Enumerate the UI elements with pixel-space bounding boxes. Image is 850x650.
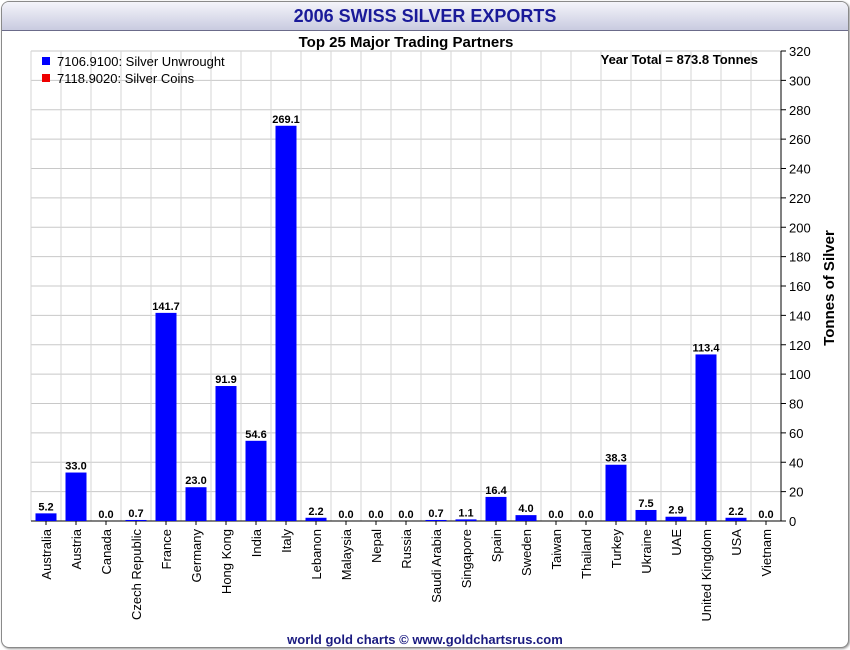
x-tick-label: Lebanon [309, 529, 324, 580]
x-tick-label: Saudi Arabia [429, 528, 444, 602]
bar-sweden [515, 515, 537, 521]
chart-title: 2006 SWISS SILVER EXPORTS [293, 6, 557, 26]
x-tick-label: Canada [99, 528, 114, 574]
year-total-label: Year Total = 873.8 Tonnes [601, 52, 758, 67]
y-tick-label: 300 [789, 73, 811, 88]
bar-data-label: 38.3 [605, 453, 626, 465]
x-tick-label: UAE [669, 529, 684, 556]
y-tick-label: 240 [789, 162, 811, 177]
legend-entry: 7118.9020: Silver Coins [57, 71, 195, 86]
y-tick-label: 280 [789, 103, 811, 118]
bar-spain [485, 496, 507, 521]
bar-data-label: 0.7 [428, 508, 443, 520]
bar-data-label: 269.1 [272, 114, 300, 126]
bar-uae [665, 516, 687, 521]
x-tick-label: Spain [489, 529, 504, 562]
x-tick-label: USA [729, 529, 744, 556]
bar-singapore [455, 519, 477, 521]
x-tick-label: India [249, 528, 264, 557]
y-tick-label: 200 [789, 220, 811, 235]
bar-germany [185, 487, 207, 521]
bar-data-label: 141.7 [152, 301, 180, 313]
bar-austria [65, 472, 87, 521]
bar-italy [275, 125, 297, 522]
bar-usa [725, 517, 747, 521]
y-tick-label: 260 [789, 132, 811, 147]
y-tick-label: 100 [789, 367, 811, 382]
bar-data-label: 113.4 [693, 342, 721, 354]
legend-swatch [42, 57, 50, 65]
chart-svg: Top 25 Major Trading Partners 0 20 40 60 80 10… [30, 34, 838, 622]
bar-data-label: 33.0 [65, 461, 86, 473]
bar-data-label: 0.0 [398, 509, 413, 521]
y-tick-label: 60 [789, 426, 803, 441]
y-tick-label: 40 [789, 455, 803, 470]
y-axis-title: Tonnes of Silver [821, 230, 838, 346]
title-bar: 2006 SWISS SILVER EXPORTS [2, 2, 848, 31]
legend-entry: 7106.9100: Silver Unwrought [57, 54, 225, 69]
y-tick-label: 160 [789, 279, 811, 294]
y-tick-label: 0 [789, 514, 796, 529]
x-tick-label: Australia [39, 528, 54, 579]
y-tick-label: 320 [789, 44, 811, 59]
y-tick-label: 80 [789, 397, 803, 412]
bar-data-label: 0.0 [368, 509, 383, 521]
bar-france [155, 312, 177, 521]
x-tick-label: Ukraine [639, 529, 654, 574]
y-tick-label: 120 [789, 338, 811, 353]
x-tick-label: Singapore [459, 529, 474, 588]
bar-data-label: 2.2 [308, 506, 323, 518]
x-tick-label: Thailand [579, 529, 594, 579]
bar-data-label: 5.2 [38, 501, 53, 513]
bar-data-label: 1.1 [458, 507, 473, 519]
bar-data-label: 7.5 [638, 498, 653, 510]
bar-data-label: 0.0 [338, 509, 353, 521]
bar-lebanon [305, 517, 327, 521]
bar-data-label: 0.0 [98, 509, 113, 521]
x-tick-label: Malaysia [339, 528, 354, 580]
bar-data-label: 54.6 [245, 429, 266, 441]
bar-data-label: 16.4 [485, 485, 507, 497]
bar-data-label: 2.9 [668, 505, 683, 517]
bar-data-label: 91.9 [215, 374, 236, 386]
bar-ukraine [635, 509, 657, 521]
x-tick-label: Turkey [609, 529, 624, 569]
bar-czech-republic [125, 519, 147, 521]
bar-data-label: 0.0 [548, 509, 563, 521]
x-tick-label: Czech Republic [129, 529, 144, 621]
y-tick-label: 220 [789, 191, 811, 206]
bar-data-label: 0.0 [758, 509, 773, 521]
footer-credit: world gold charts © www.goldchartsrus.co… [287, 632, 563, 647]
x-tick-label: France [159, 529, 174, 569]
y-tick-label: 140 [789, 308, 811, 323]
x-tick-label: Austria [69, 528, 84, 569]
bar-turkey [605, 464, 627, 521]
bar-saudi-arabia [425, 519, 447, 521]
x-tick-label: United Kingdom [699, 529, 714, 622]
x-tick-label: Sweden [519, 529, 534, 576]
y-tick-label: 20 [789, 485, 803, 500]
bar-data-label: 23.0 [185, 475, 206, 487]
x-tick-label: Germany [189, 529, 204, 583]
bar-india [245, 440, 267, 521]
bar-australia [35, 513, 57, 521]
bar-united-kingdom [695, 354, 717, 521]
legend-swatch [42, 74, 50, 82]
chart-subtitle: Top 25 Major Trading Partners [299, 34, 514, 51]
bar-data-label: 0.0 [578, 509, 593, 521]
x-tick-label: Taiwan [549, 529, 564, 569]
bar-data-label: 0.7 [128, 508, 143, 520]
y-tick-label: 180 [789, 250, 811, 265]
x-tick-label: Russia [399, 528, 414, 569]
bar-hong-kong [215, 386, 237, 521]
x-tick-label: Vietnam [759, 529, 774, 576]
x-tick-label: Nepal [369, 529, 384, 563]
bar-data-label: 4.0 [518, 503, 533, 515]
x-tick-label: Italy [279, 529, 294, 553]
bar-data-label: 2.2 [728, 506, 743, 518]
x-tick-label: Hong Kong [219, 529, 234, 594]
